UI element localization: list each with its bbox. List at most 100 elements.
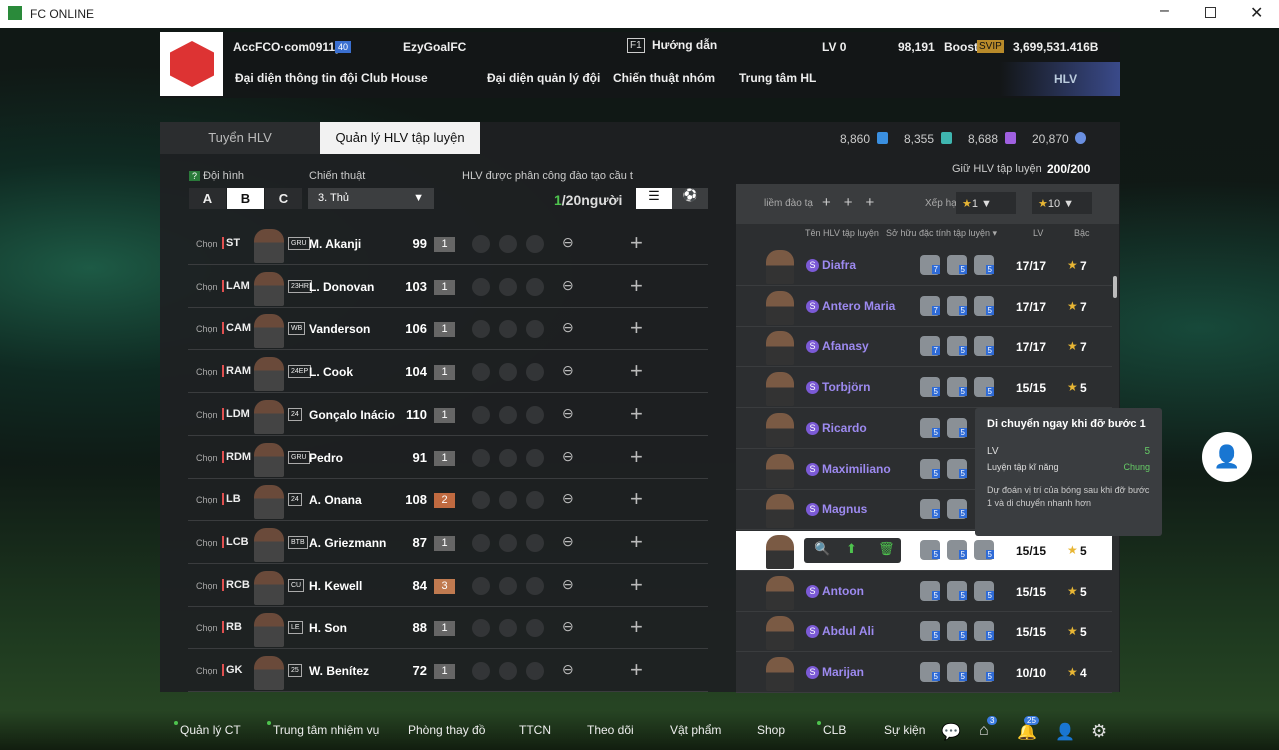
add-button[interactable]: + [630,230,643,255]
coach-row[interactable]: S Abdul Ali 5 5 5 15/15 ★ 5 [736,612,1112,653]
coach-slot[interactable] [499,533,517,552]
add-button[interactable]: + [630,528,643,554]
trait-icon[interactable]: 5 [974,255,994,275]
player-name[interactable]: Vanderson [309,322,371,337]
select-label[interactable]: Chọn [196,281,218,292]
select-label[interactable]: Chọn [196,239,218,249]
bottom-nav-item[interactable]: Quản lý CT [180,723,241,737]
coach-slot[interactable] [499,320,517,339]
profile-icon[interactable]: 👤 [1055,724,1075,741]
player-name[interactable]: L. Donovan [309,279,375,294]
sort-from[interactable]: ★1 ▼ [956,192,1016,214]
link-icon[interactable]: ⊖ [562,532,574,549]
link-icon[interactable]: ⊖ [562,447,574,464]
coach-row[interactable]: S Antero Maria 7 5 5 17/17 ★ 7 [736,287,1112,327]
trait-icon[interactable]: 5 [947,539,967,560]
coach-slot[interactable] [526,405,544,424]
coach-slot[interactable] [472,576,490,595]
header-nav-item[interactable]: Đại diện thông tin đội [235,71,358,85]
header-nav-item[interactable]: Chiến thuật nhóm [613,71,715,85]
coach-row[interactable]: S Maximiliano 5 5 [736,450,1112,490]
trait-icon[interactable]: 5 [947,499,967,520]
coach-slot[interactable] [526,533,544,552]
link-icon[interactable]: ⊖ [562,404,574,421]
coach-slot[interactable] [499,277,517,296]
home-icon[interactable]: ⌂ [979,722,989,739]
tab[interactable]: Tuyển HLV [160,122,320,154]
settings-icon[interactable]: ⚙ [1091,721,1108,741]
coach-slot[interactable] [472,235,490,253]
trait-icon[interactable]: 7 [920,295,940,316]
hlv-button[interactable]: HLV [1000,62,1120,96]
bottom-nav-item[interactable]: Theo dõi [587,723,634,737]
trait-icon[interactable]: 7 [920,255,940,275]
select-label[interactable]: Chọn [196,324,218,335]
coach-slot[interactable] [526,619,544,638]
trait-icon[interactable]: 5 [974,295,994,316]
coach-slot[interactable] [526,576,544,595]
minimize[interactable]: – [1160,2,1169,19]
link-icon[interactable]: ⊖ [562,276,574,293]
coach-slot[interactable] [526,320,544,339]
trait-icon[interactable]: 5 [974,621,994,642]
trait-icon[interactable]: 5 [947,255,967,275]
coach-slot[interactable] [526,662,544,680]
player-name[interactable]: Gonçalo Inácio [309,407,396,422]
trait-icon[interactable]: 5 [947,458,967,479]
coach-action[interactable]: 🔍 [814,540,849,556]
trait-icon[interactable]: 5 [920,539,940,560]
select-label[interactable]: Chọn [196,495,218,506]
coach-slot[interactable] [526,491,544,510]
coach-slot[interactable] [472,277,490,296]
tab-active[interactable]: Quản lý HLV tập luyện [320,122,480,154]
header-nav-item[interactable]: Trung tâm HL [739,71,817,85]
trait-icon[interactable]: 5 [920,458,940,479]
trait-icon[interactable]: 5 [947,621,967,642]
coach-slot[interactable] [472,320,490,339]
coach-row[interactable]: S Antoon 5 5 5 15/15 ★ 5 [736,572,1112,612]
coach-slot[interactable] [499,235,517,253]
coach-slot[interactable] [499,448,517,467]
chat-icon[interactable]: 💬 [941,724,961,741]
select-label[interactable]: Chọn [196,409,218,420]
trait-icon[interactable]: 5 [920,499,940,520]
link-icon[interactable]: ⊖ [562,575,574,592]
coach-slot[interactable] [499,363,517,382]
add-button[interactable]: + [630,272,643,298]
header-nav-item[interactable]: Đại diện quản lý đội [487,71,601,85]
link-icon[interactable]: ⊖ [562,661,574,677]
link-icon[interactable]: ⊖ [562,362,574,379]
add-button[interactable]: + [630,443,643,469]
select-label[interactable]: Chọn [196,623,218,634]
select-label[interactable]: Chọn [196,537,218,548]
player-name[interactable]: M. Akanji [309,237,362,251]
select-label[interactable]: Chọn [196,666,218,676]
trait-icon[interactable]: 5 [947,580,967,601]
chat-button[interactable]: 👤 [1202,432,1252,482]
trait-icon[interactable]: 5 [974,662,994,682]
player-name[interactable]: A. Onana [309,493,362,508]
bottom-nav-item[interactable]: Trung tâm nhiệm vụ [273,723,380,737]
bottom-nav-item[interactable]: Vật phẩm [670,723,722,737]
trait-icon[interactable]: 5 [947,336,967,357]
coach-action[interactable]: ⬆ [846,540,875,556]
filter-add[interactable]: +++ [822,194,888,211]
trait-icon[interactable]: 5 [920,662,940,682]
coach-slot[interactable] [472,662,490,680]
coach-slot[interactable] [526,235,544,253]
coach-slot[interactable] [499,662,517,680]
coach-slot[interactable] [499,576,517,595]
bottom-nav-item[interactable]: Phòng thay đồ [408,723,486,737]
coach-slot[interactable] [526,448,544,467]
coach-action[interactable]: 🗑 [878,540,913,556]
select-label[interactable]: Chọn [196,580,218,591]
trait-icon[interactable]: 7 [920,336,940,357]
link-icon[interactable]: ⊖ [562,319,574,336]
coach-row-selected[interactable]: 🔍 ⬆ 🗑 5 5 5 15/15 ★ 5 [736,530,1112,571]
coach-slot[interactable] [526,363,544,382]
coach-slot[interactable] [526,277,544,296]
coach-slot[interactable] [472,363,490,382]
player-name[interactable]: Pedro [309,450,344,465]
link-icon[interactable]: ⊖ [562,490,574,507]
add-button[interactable]: + [630,486,643,512]
